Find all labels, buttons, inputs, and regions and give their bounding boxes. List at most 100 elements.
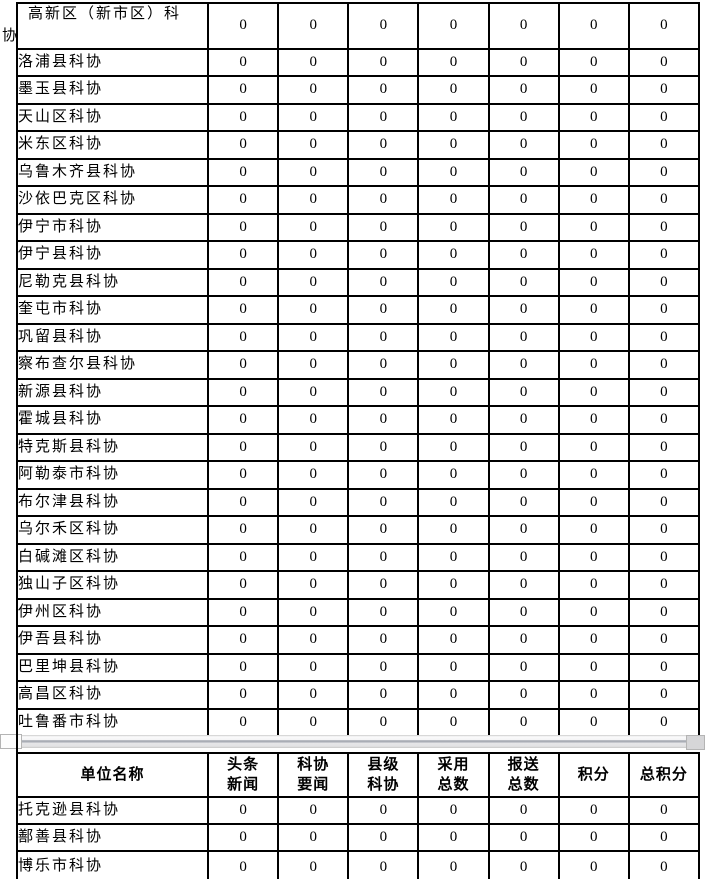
value-cell: 0: [627, 432, 701, 462]
value-cell: 0: [277, 130, 350, 160]
value-cell: 0: [277, 460, 350, 490]
value-cell: 0: [487, 570, 560, 600]
value-cell: 0: [557, 47, 630, 77]
value-cell: 0: [277, 47, 350, 77]
value-cell: 0: [417, 47, 490, 77]
value-cell: 0: [206, 295, 280, 325]
value-cell: 0: [557, 350, 630, 380]
value-cell: 0: [487, 405, 560, 435]
value-cell: 0: [347, 240, 420, 270]
value-cell: 0: [557, 295, 630, 325]
value-cell: 0: [347, 625, 420, 655]
value-cell: 0: [627, 377, 701, 407]
unit-name-cell: 高昌区科协: [16, 680, 209, 710]
value-cell: 0: [347, 515, 420, 545]
page-break-right-marker: [686, 735, 705, 750]
value-cell: 0: [277, 75, 350, 105]
value-cell: 0: [417, 542, 490, 572]
value-cell: 0: [347, 295, 420, 325]
value-cell: 0: [347, 487, 420, 517]
value-cell: 0: [627, 295, 701, 325]
value-cell: 0: [206, 267, 280, 297]
value-cell: 0: [206, 322, 280, 352]
unit-name-cell: 高新区（新市区）科协: [2, 2, 209, 50]
table-row: 布尔津县科协 0 0 0 0 0 0 0: [16, 487, 701, 517]
value-cell: 0: [347, 130, 420, 160]
value-cell: 0: [417, 157, 490, 187]
value-cell: 0: [277, 2, 350, 50]
column-header: 科协 要闻: [277, 752, 350, 798]
unit-name-cell: 鄯善县科协: [16, 823, 209, 852]
value-cell: 0: [557, 515, 630, 545]
column-header: 总积分: [627, 752, 701, 798]
value-cell: 0: [277, 322, 350, 352]
value-cell: 0: [487, 185, 560, 215]
value-cell: 0: [417, 130, 490, 160]
value-cell: 0: [627, 212, 701, 242]
value-cell: 0: [487, 212, 560, 242]
value-cell: 0: [347, 823, 420, 852]
value-cell: 0: [347, 432, 420, 462]
unit-name-cell: 巩留县科协: [16, 322, 209, 352]
value-cell: 0: [627, 707, 701, 737]
value-cell: 0: [487, 432, 560, 462]
table-row: 阿勒泰市科协 0 0 0 0 0 0 0: [16, 460, 701, 490]
value-cell: 0: [277, 267, 350, 297]
value-cell: 0: [557, 130, 630, 160]
unit-name-cell: 新源县科协: [16, 377, 209, 407]
table-row: 托克逊县科协 0 0 0 0 0 0 0: [16, 796, 701, 825]
value-cell: 0: [557, 625, 630, 655]
value-cell: 0: [487, 487, 560, 517]
table-row: 特克斯县科协 0 0 0 0 0 0 0: [16, 432, 701, 462]
value-cell: 0: [277, 680, 350, 710]
value-cell: 0: [557, 322, 630, 352]
value-cell: 0: [206, 680, 280, 710]
value-cell: 0: [557, 652, 630, 682]
value-cell: 0: [627, 460, 701, 490]
value-cell: 0: [347, 157, 420, 187]
value-cell: 0: [347, 350, 420, 380]
value-cell: 0: [206, 707, 280, 737]
value-cell: 0: [417, 267, 490, 297]
value-cell: 0: [206, 47, 280, 77]
score-table-continued: 高新区（新市区）科协 0 0 0 0 0 0 0 洛浦县科协 0 0 0 0 0 0 0 墨玉县科协 0 0 0 0 0 0…: [2, 2, 701, 737]
value-cell: 0: [417, 2, 490, 50]
value-cell: 0: [347, 680, 420, 710]
value-cell: 0: [347, 185, 420, 215]
value-cell: 0: [347, 2, 420, 50]
value-cell: 0: [627, 405, 701, 435]
value-cell: 0: [277, 652, 350, 682]
value-cell: 0: [347, 405, 420, 435]
value-cell: 0: [277, 157, 350, 187]
table-row: 高昌区科协 0 0 0 0 0 0 0: [16, 680, 701, 710]
value-cell: 0: [347, 460, 420, 490]
value-cell: 0: [557, 432, 630, 462]
value-cell: 0: [487, 295, 560, 325]
value-cell: 0: [277, 597, 350, 627]
value-cell: 0: [206, 350, 280, 380]
value-cell: 0: [487, 47, 560, 77]
value-cell: 0: [417, 707, 490, 737]
value-cell: 0: [206, 75, 280, 105]
value-cell: 0: [347, 47, 420, 77]
value-cell: 0: [347, 707, 420, 737]
value-cell: 0: [206, 823, 280, 852]
value-cell: 0: [487, 625, 560, 655]
unit-name-cell: 沙依巴克区科协: [16, 185, 209, 215]
value-cell: 0: [277, 212, 350, 242]
value-cell: 0: [627, 75, 701, 105]
column-header: 头条 新闻: [206, 752, 280, 798]
value-cell: 0: [206, 460, 280, 490]
table-row: 伊州区科协 0 0 0 0 0 0 0: [16, 597, 701, 627]
unit-name-cell: 特克斯县科协: [16, 432, 209, 462]
unit-name-cell: 白碱滩区科协: [16, 542, 209, 572]
unit-name-cell: 阿勒泰市科协: [16, 460, 209, 490]
value-cell: 0: [417, 796, 490, 825]
value-cell: 0: [487, 350, 560, 380]
unit-name-cell: 米东区科协: [16, 130, 209, 160]
table-row: 新源县科协 0 0 0 0 0 0 0: [16, 377, 701, 407]
unit-name-cell: 察布查尔县科协: [16, 350, 209, 380]
value-cell: 0: [206, 850, 280, 879]
value-cell: 0: [206, 405, 280, 435]
value-cell: 0: [347, 322, 420, 352]
